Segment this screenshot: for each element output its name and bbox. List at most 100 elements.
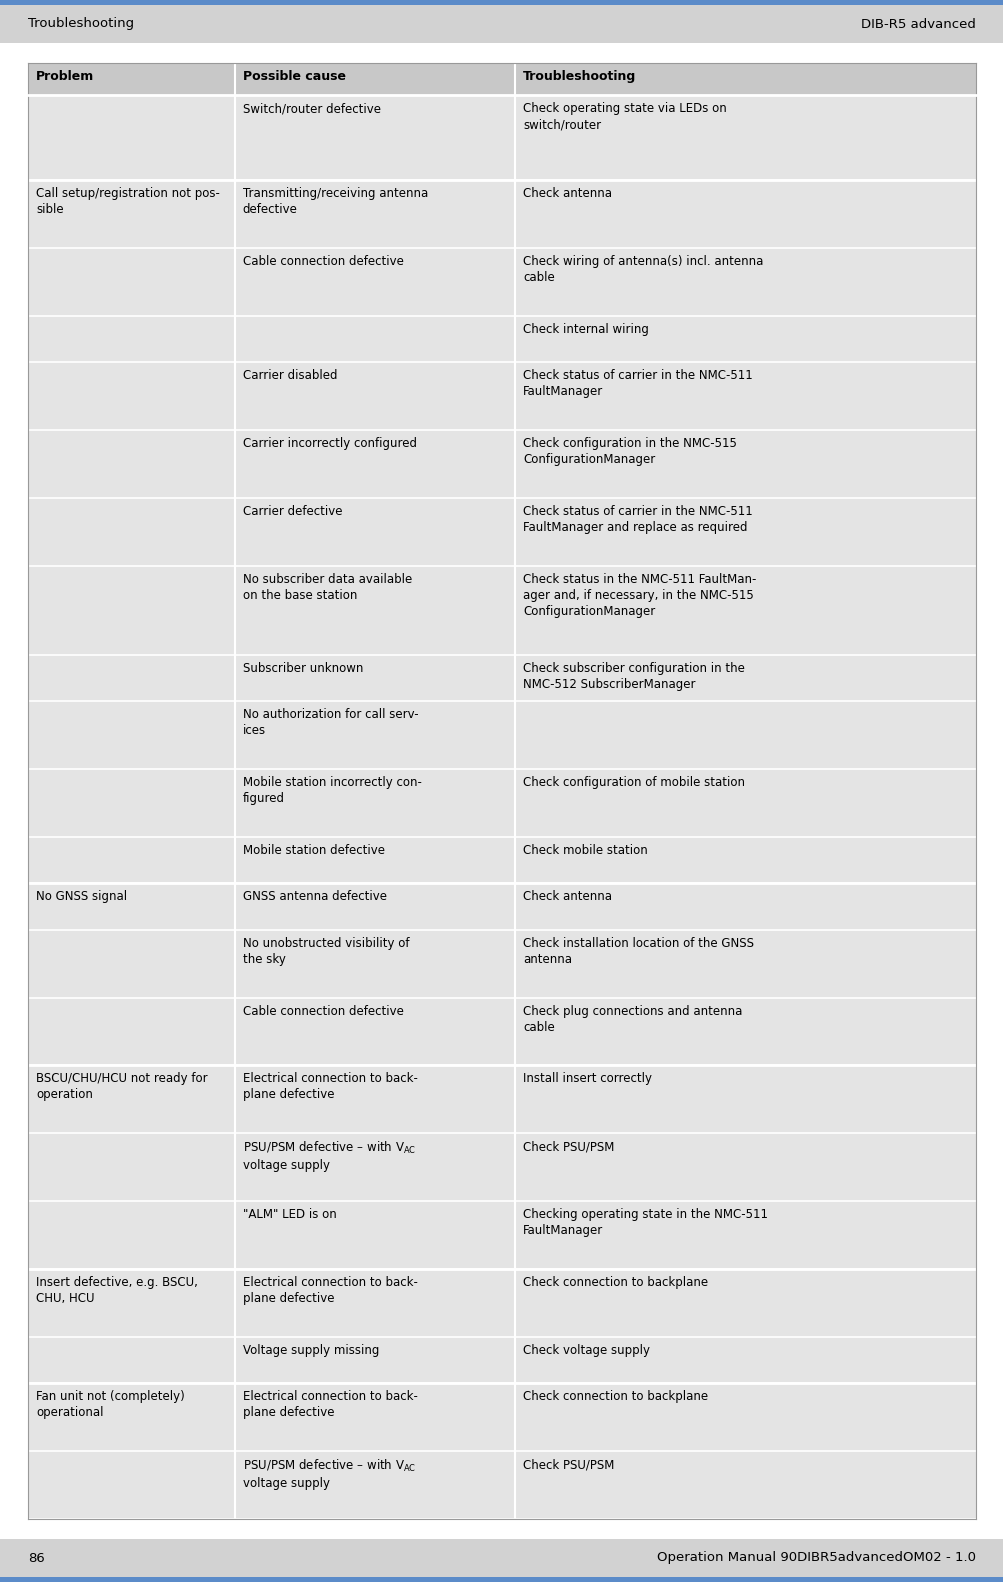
Text: Voltage supply missing: Voltage supply missing: [243, 1345, 379, 1357]
Bar: [28, 883, 235, 1065]
Bar: [28, 1269, 235, 1383]
Bar: [515, 180, 975, 248]
Text: Troubleshooting: Troubleshooting: [523, 70, 636, 82]
Text: Check subscriber configuration in the
NMC-512 SubscriberManager: Check subscriber configuration in the NM…: [523, 661, 744, 691]
Bar: [235, 430, 515, 498]
Text: Check installation location of the GNSS
antenna: Check installation location of the GNSS …: [523, 937, 753, 965]
Bar: [235, 701, 515, 769]
Bar: [235, 316, 515, 362]
Bar: [235, 95, 515, 180]
Text: Check internal wiring: Check internal wiring: [523, 323, 649, 335]
Bar: [235, 1269, 515, 1337]
Text: Problem: Problem: [36, 70, 94, 82]
Text: Troubleshooting: Troubleshooting: [28, 17, 134, 30]
Bar: [515, 63, 975, 95]
Text: PSU/PSM defective – with $\mathregular{V_{AC}}$
voltage supply: PSU/PSM defective – with $\mathregular{V…: [243, 1459, 415, 1490]
Text: Subscriber unknown: Subscriber unknown: [243, 661, 363, 676]
Text: No GNSS signal: No GNSS signal: [36, 891, 127, 903]
Text: Check connection to backplane: Check connection to backplane: [523, 1277, 708, 1289]
Text: "ALM" LED is on: "ALM" LED is on: [243, 1209, 336, 1221]
Bar: [235, 565, 515, 655]
Bar: [235, 930, 515, 998]
Bar: [28, 180, 235, 883]
Text: Mobile station defective: Mobile station defective: [243, 845, 384, 857]
Text: Install insert correctly: Install insert correctly: [523, 1073, 652, 1085]
Bar: [515, 248, 975, 316]
Bar: [235, 1065, 515, 1133]
Bar: [515, 1201, 975, 1269]
Text: Carrier defective: Carrier defective: [243, 505, 342, 517]
Text: Check operating state via LEDs on
switch/router: Check operating state via LEDs on switch…: [523, 101, 726, 131]
Bar: [515, 316, 975, 362]
Text: Check status of carrier in the NMC-511
FaultManager: Check status of carrier in the NMC-511 F…: [523, 369, 752, 399]
Bar: [515, 655, 975, 701]
Bar: [515, 1383, 975, 1451]
Text: Check status in the NMC-511 FaultMan-
ager and, if necessary, in the NMC-515
Con: Check status in the NMC-511 FaultMan- ag…: [523, 573, 756, 617]
Bar: [28, 1383, 235, 1519]
Text: Mobile station incorrectly con-
figured: Mobile station incorrectly con- figured: [243, 777, 421, 805]
Text: Cable connection defective: Cable connection defective: [243, 255, 403, 267]
Text: Check PSU/PSM: Check PSU/PSM: [523, 1141, 614, 1153]
Text: 86: 86: [28, 1552, 45, 1565]
Bar: [515, 998, 975, 1065]
Text: Check plug connections and antenna
cable: Check plug connections and antenna cable: [523, 1005, 742, 1033]
Bar: [28, 63, 235, 95]
Text: Check voltage supply: Check voltage supply: [523, 1345, 650, 1357]
Bar: [235, 498, 515, 565]
Bar: [235, 1383, 515, 1451]
Bar: [515, 1133, 975, 1201]
Text: Electrical connection to back-
plane defective: Electrical connection to back- plane def…: [243, 1391, 417, 1419]
Text: Check status of carrier in the NMC-511
FaultManager and replace as required: Check status of carrier in the NMC-511 F…: [523, 505, 752, 533]
Text: Check mobile station: Check mobile station: [523, 845, 647, 857]
Text: Check configuration in the NMC-515
ConfigurationManager: Check configuration in the NMC-515 Confi…: [523, 437, 736, 465]
Text: Check PSU/PSM: Check PSU/PSM: [523, 1459, 614, 1471]
Text: Electrical connection to back-
plane defective: Electrical connection to back- plane def…: [243, 1073, 417, 1101]
Bar: [235, 883, 515, 930]
Text: No unobstructed visibility of
the sky: No unobstructed visibility of the sky: [243, 937, 409, 965]
Bar: [28, 1065, 235, 1269]
Bar: [235, 63, 515, 95]
Bar: [0, 1539, 1003, 1577]
Text: Check antenna: Check antenna: [523, 187, 612, 199]
Text: Transmitting/receiving antenna
defective: Transmitting/receiving antenna defective: [243, 187, 427, 215]
Bar: [515, 1337, 975, 1383]
Bar: [515, 1065, 975, 1133]
Bar: [515, 362, 975, 430]
Text: Check connection to backplane: Check connection to backplane: [523, 1391, 708, 1403]
Text: Switch/router defective: Switch/router defective: [243, 101, 380, 115]
Text: No subscriber data available
on the base station: No subscriber data available on the base…: [243, 573, 411, 601]
Bar: [235, 362, 515, 430]
Bar: [235, 1201, 515, 1269]
Bar: [515, 565, 975, 655]
Text: Insert defective, e.g. BSCU,
CHU, HCU: Insert defective, e.g. BSCU, CHU, HCU: [36, 1277, 198, 1305]
Text: Carrier incorrectly configured: Carrier incorrectly configured: [243, 437, 416, 449]
Text: PSU/PSM defective – with $\mathregular{V_{AC}}$
voltage supply: PSU/PSM defective – with $\mathregular{V…: [243, 1141, 415, 1172]
Bar: [515, 95, 975, 180]
Bar: [515, 1451, 975, 1519]
Bar: [0, 5, 1003, 43]
Bar: [515, 930, 975, 998]
Text: BSCU/CHU/HCU not ready for
operation: BSCU/CHU/HCU not ready for operation: [36, 1073, 208, 1101]
Bar: [28, 95, 235, 180]
Bar: [235, 1337, 515, 1383]
Text: Fan unit not (completely)
operational: Fan unit not (completely) operational: [36, 1391, 185, 1419]
Bar: [235, 1451, 515, 1519]
Bar: [235, 180, 515, 248]
Text: Check antenna: Check antenna: [523, 891, 612, 903]
Text: Carrier disabled: Carrier disabled: [243, 369, 337, 381]
Bar: [515, 430, 975, 498]
Bar: [515, 837, 975, 883]
Bar: [515, 701, 975, 769]
Bar: [515, 498, 975, 565]
Text: Check wiring of antenna(s) incl. antenna
cable: Check wiring of antenna(s) incl. antenna…: [523, 255, 763, 283]
Bar: [515, 769, 975, 837]
Text: DIB-R5 advanced: DIB-R5 advanced: [861, 17, 975, 30]
Bar: [235, 998, 515, 1065]
Text: Operation Manual 90DIBR5advancedOM02 - 1.0: Operation Manual 90DIBR5advancedOM02 - 1…: [656, 1552, 975, 1565]
Bar: [235, 248, 515, 316]
Bar: [235, 769, 515, 837]
Bar: [235, 837, 515, 883]
Bar: [235, 655, 515, 701]
Bar: [0, 1577, 1003, 1582]
Text: GNSS antenna defective: GNSS antenna defective: [243, 891, 386, 903]
